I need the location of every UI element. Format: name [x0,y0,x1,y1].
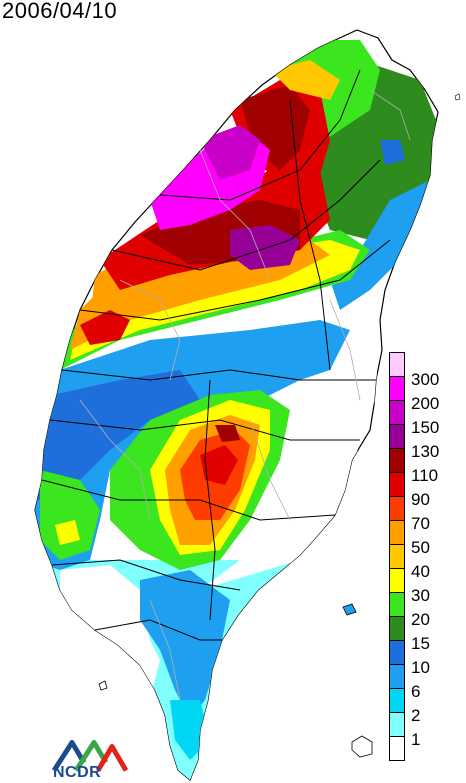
legend-label: 1 [411,730,421,749]
green-island [342,603,357,616]
legend-swatch [389,520,405,545]
legend-swatch [389,352,405,377]
legend-label: 130 [411,442,440,461]
legend-swatch [389,736,405,761]
legend-swatch [389,664,405,689]
legend-label: 200 [411,394,440,413]
legend-swatch [389,424,405,449]
ncdr-logo-text: NCDR [53,764,102,781]
legend-label: 2 [411,706,421,725]
legend-label: 20 [411,610,430,629]
pengjia-islet [454,93,461,101]
legend-label: 300 [411,370,440,389]
legend-swatch [389,376,405,401]
legend-swatch [389,712,405,737]
legend-swatch [389,496,405,521]
legend-label: 50 [411,538,430,557]
orchid-island [351,735,373,758]
date-label: 2006/04/10 [2,0,118,23]
legend-swatch [389,568,405,593]
legend-swatch [389,616,405,641]
legend-label: 6 [411,682,421,701]
liuqiu-island [98,680,108,691]
ncdr-logo-icon [51,740,129,772]
rainfall-legend: 300 200 150 130 110 90 70 50 40 30 20 15 10 6 2 1 [389,352,439,761]
county-borders [41,69,391,641]
legend-label: 40 [411,562,430,581]
legend-label: 150 [411,418,440,437]
legend-label: 30 [411,586,430,605]
legend-swatch [389,544,405,569]
legend-swatch [389,448,405,473]
legend-swatch [389,592,405,617]
legend-swatch [389,472,405,497]
legend-swatch [389,400,405,425]
legend-swatch [389,688,405,713]
legend-label: 10 [411,658,430,677]
legend-label: 70 [411,514,430,533]
legend-label: 90 [411,490,430,509]
township-borders [79,89,411,701]
legend-label: 110 [411,466,439,485]
legend-label: 15 [411,634,430,653]
legend-swatch [389,640,405,665]
